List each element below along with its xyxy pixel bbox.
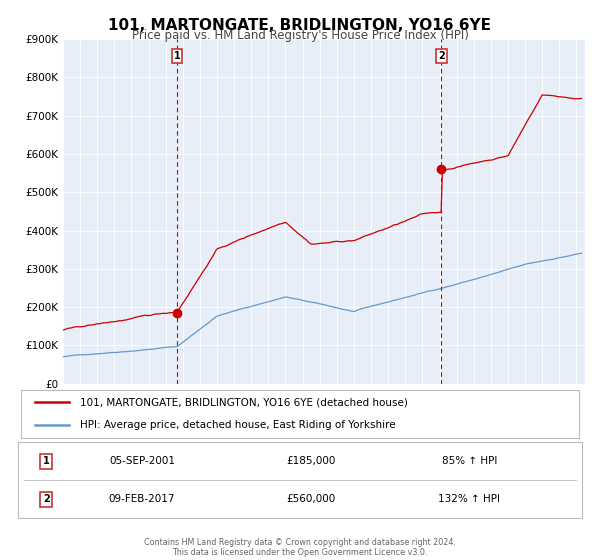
Text: 132% ↑ HPI: 132% ↑ HPI bbox=[438, 494, 500, 504]
Text: 05-SEP-2001: 05-SEP-2001 bbox=[109, 456, 175, 466]
Text: 2: 2 bbox=[43, 494, 50, 504]
Text: 85% ↑ HPI: 85% ↑ HPI bbox=[442, 456, 497, 466]
Text: 1: 1 bbox=[43, 456, 50, 466]
FancyBboxPatch shape bbox=[21, 390, 579, 437]
Text: 101, MARTONGATE, BRIDLINGTON, YO16 6YE: 101, MARTONGATE, BRIDLINGTON, YO16 6YE bbox=[109, 18, 491, 33]
Text: 2: 2 bbox=[438, 52, 445, 62]
Text: 09-FEB-2017: 09-FEB-2017 bbox=[109, 494, 175, 504]
Text: HPI: Average price, detached house, East Riding of Yorkshire: HPI: Average price, detached house, East… bbox=[80, 420, 395, 430]
FancyBboxPatch shape bbox=[18, 442, 582, 518]
Text: Contains HM Land Registry data © Crown copyright and database right 2024.
This d: Contains HM Land Registry data © Crown c… bbox=[144, 538, 456, 557]
Text: £560,000: £560,000 bbox=[287, 494, 336, 504]
Text: £185,000: £185,000 bbox=[287, 456, 336, 466]
Text: 101, MARTONGATE, BRIDLINGTON, YO16 6YE (detached house): 101, MARTONGATE, BRIDLINGTON, YO16 6YE (… bbox=[80, 397, 408, 407]
Text: 1: 1 bbox=[174, 52, 181, 62]
Text: Price paid vs. HM Land Registry's House Price Index (HPI): Price paid vs. HM Land Registry's House … bbox=[131, 29, 469, 42]
